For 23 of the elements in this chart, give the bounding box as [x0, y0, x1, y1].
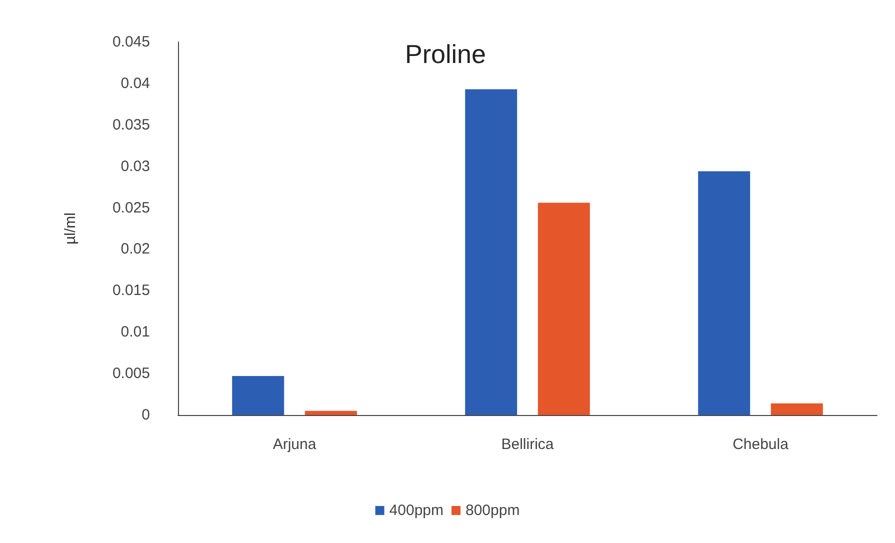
- chart-title: Proline: [405, 39, 486, 69]
- bar: [465, 89, 518, 415]
- bar: [304, 410, 357, 415]
- bar: [770, 403, 823, 415]
- y-tick-label: 0.025: [112, 199, 150, 216]
- y-tick-label: 0: [142, 406, 150, 424]
- y-tick-label: 0.035: [112, 116, 150, 134]
- y-tick-label: 0.015: [112, 282, 150, 300]
- bar: [232, 376, 284, 415]
- x-tick-label: Bellirica: [501, 436, 554, 453]
- y-tick-label: 0.02: [120, 240, 150, 258]
- y-tick-label: 0.01: [120, 324, 150, 341]
- legend-label: 400ppm: [389, 502, 444, 519]
- x-tick-label: Arjuna: [272, 436, 317, 453]
- y-tick-label: 0.005: [112, 365, 150, 382]
- y-tick-label: 0.03: [120, 158, 150, 175]
- y-axis-title: µl/ml: [62, 212, 79, 244]
- legend-label: 800ppm: [466, 502, 520, 519]
- bar: [538, 202, 590, 415]
- y-tick-label: 0.045: [112, 34, 150, 50]
- bar: [698, 171, 750, 415]
- y-tick-label: 0.04: [120, 74, 150, 92]
- x-tick-label: Chebula: [732, 436, 790, 453]
